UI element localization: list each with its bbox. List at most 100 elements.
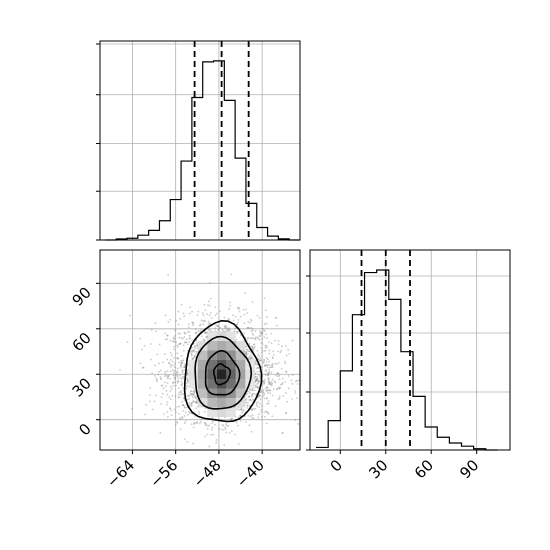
scatter-point: [191, 321, 194, 324]
scatter-point: [207, 304, 209, 306]
scatter-point: [183, 335, 186, 338]
scatter-point: [208, 322, 211, 325]
scatter-point: [183, 415, 186, 417]
scatter-point: [250, 395, 253, 398]
scatter-point: [182, 349, 185, 352]
scatter-point: [285, 412, 287, 414]
scatter-point: [211, 422, 214, 425]
scatter-point: [208, 314, 211, 317]
scatter-point: [206, 428, 209, 430]
scatter-point: [186, 385, 189, 388]
scatter-point: [251, 414, 254, 417]
scatter-point: [255, 401, 258, 404]
scatter-point: [249, 358, 252, 361]
scatter-point: [239, 414, 242, 417]
scatter-point: [249, 318, 252, 321]
scatter-point: [174, 374, 177, 377]
scatter-point: [177, 357, 180, 359]
scatter-point: [190, 393, 192, 396]
scatter-point: [195, 400, 198, 403]
scatter-point: [180, 359, 183, 362]
scatter-point: [192, 426, 195, 429]
density-cell: [235, 388, 246, 398]
scatter-point: [208, 424, 211, 427]
scatter-point: [173, 369, 176, 372]
scatter-point: [251, 408, 254, 411]
scatter-point: [188, 323, 190, 326]
density-cell: [197, 397, 208, 408]
scatter-point: [203, 319, 206, 322]
scatter-point: [167, 273, 169, 276]
scatter-point: [224, 325, 226, 328]
scatter-point: [255, 336, 257, 339]
scatter-point: [291, 382, 294, 385]
scatter-point: [244, 292, 246, 295]
scatter-point: [239, 315, 242, 318]
scatter-point: [183, 366, 185, 368]
scatter-point: [261, 405, 264, 407]
scatter-point: [190, 402, 193, 405]
scatter-point: [252, 329, 254, 332]
scatter-point: [193, 345, 196, 348]
scatter-point: [243, 332, 246, 335]
density-cell: [188, 378, 198, 389]
scatter-point: [177, 377, 180, 380]
scatter-point: [169, 339, 172, 342]
scatter-point: [263, 380, 266, 383]
scatter-point: [196, 314, 199, 317]
scatter-point: [158, 362, 160, 365]
scatter-point: [216, 325, 219, 328]
scatter-point: [237, 318, 240, 321]
scatter-point: [267, 378, 270, 381]
scatter-point: [275, 316, 278, 319]
scatter-point: [174, 376, 177, 379]
scatter-point: [153, 375, 156, 377]
scatter-point: [251, 300, 254, 303]
scatter-point: [254, 373, 257, 376]
scatter-point: [248, 388, 251, 391]
scatter-point: [254, 386, 257, 389]
scatter-point: [245, 345, 248, 348]
scatter-point: [149, 387, 152, 390]
scatter-point: [248, 342, 251, 345]
scatter-point: [193, 451, 195, 453]
scatter-point: [145, 404, 148, 406]
scatter-point: [271, 378, 274, 381]
scatter-point: [280, 349, 283, 352]
scatter-point: [229, 305, 232, 307]
scatter-point: [181, 404, 184, 406]
scatter-point: [264, 415, 266, 418]
scatter-point: [208, 445, 211, 448]
density-cell: [197, 359, 208, 370]
scatter-point: [237, 416, 240, 419]
scatter-point: [230, 418, 233, 421]
scatter-point: [248, 395, 251, 398]
scatter-frame: [99, 249, 301, 451]
scatter-point: [225, 330, 228, 332]
scatter-xtick-label: −48: [190, 456, 225, 491]
scatter-point: [196, 342, 198, 345]
scatter-point: [186, 374, 188, 376]
scatter-point: [251, 357, 253, 359]
scatter-point: [271, 356, 274, 359]
density-cell: [226, 331, 236, 341]
scatter-point: [279, 351, 282, 354]
scatter-point: [187, 326, 190, 329]
scatter-point: [265, 364, 268, 367]
scatter-point: [177, 393, 180, 396]
scatter-point: [291, 397, 294, 400]
scatter-point: [287, 349, 290, 351]
scatter-point: [272, 388, 275, 391]
scatter-point: [235, 338, 238, 341]
scatter-point: [192, 400, 195, 402]
scatter-point: [250, 356, 253, 359]
scatter-point: [261, 343, 264, 345]
scatter-point: [189, 392, 192, 395]
scatter-xtick-label: −40: [233, 456, 268, 491]
scatter-point: [269, 392, 272, 395]
scatter-point: [256, 378, 259, 381]
scatter-point: [160, 378, 163, 380]
scatter-point: [271, 394, 274, 397]
scatter-point: [275, 388, 278, 390]
scatter-point: [262, 379, 264, 382]
